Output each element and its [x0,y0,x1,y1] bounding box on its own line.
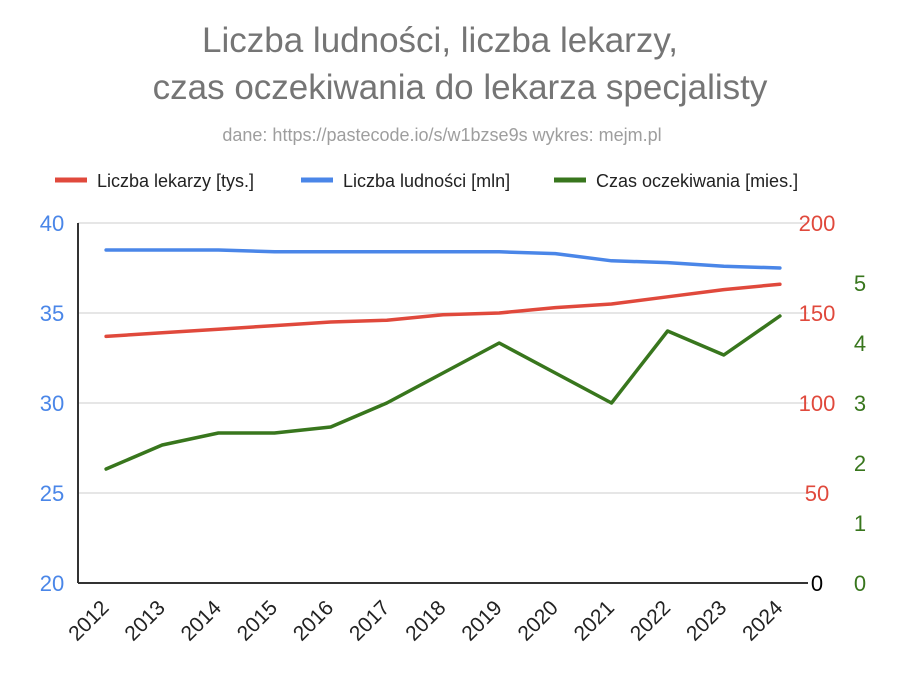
series-line-0 [104,282,782,339]
chart-subtitle: dane: https://pastecode.io/s/w1bzse9s wy… [222,125,661,145]
legend-label-1: Liczba ludności [mln] [343,171,510,191]
x-tick-label: 2020 [514,596,563,645]
right-tick-label-green: 2 [854,451,866,476]
left-tick-label: 30 [40,391,64,416]
left-tick-label: 35 [40,301,64,326]
x-tick-label: 2021 [570,596,619,645]
x-tick-label: 2024 [738,596,788,646]
right-tick-label-red: 150 [799,301,836,326]
right-tick-label-green: 5 [854,271,866,296]
right-tick-label-red: 200 [799,211,836,236]
right-tick-label-green: 0 [854,571,866,596]
right-tick-label-green: 3 [854,391,866,416]
right-tick-label-red: 100 [799,391,836,416]
x-tick-label: 2012 [64,596,113,645]
x-tick-label: 2017 [345,596,394,645]
right-tick-label-red: 0 [811,571,823,596]
left-tick-label: 20 [40,571,64,596]
x-tick-label: 2023 [682,596,731,645]
chart-title-line2: czas oczekiwania do lekarza specjalisty [153,68,768,107]
legend: Liczba lekarzy [tys.] Liczba ludności [ml… [55,171,798,191]
legend-label-0: Liczba lekarzy [tys.] [97,171,254,191]
legend-label-2: Czas oczekiwania [mies.] [596,171,798,191]
x-tick-label: 2013 [120,596,169,645]
right-tick-label-green: 1 [854,511,866,536]
series-lines [104,248,782,471]
right-tick-label-red: 50 [805,481,829,506]
tick-labels: 20 25 30 35 40 0 50 100 150 200 0 1 2 3 4 5 2012 2013 2014… [40,211,866,646]
x-tick-label: 2018 [401,596,450,645]
left-tick-label: 25 [40,481,64,506]
x-tick-label: 2014 [177,596,227,646]
axes [77,223,808,584]
gridlines [78,222,808,494]
x-tick-label: 2016 [289,596,338,645]
x-tick-label: 2019 [457,596,506,645]
chart-title-line1: Liczba ludności, liczba lekarzy, [202,21,678,60]
right-tick-label-green: 4 [854,331,866,356]
x-tick-label: 2015 [233,596,282,645]
left-tick-label: 40 [40,211,64,236]
series-line-1 [104,248,782,270]
series-line-2 [104,314,782,471]
x-tick-label: 2022 [626,596,675,645]
